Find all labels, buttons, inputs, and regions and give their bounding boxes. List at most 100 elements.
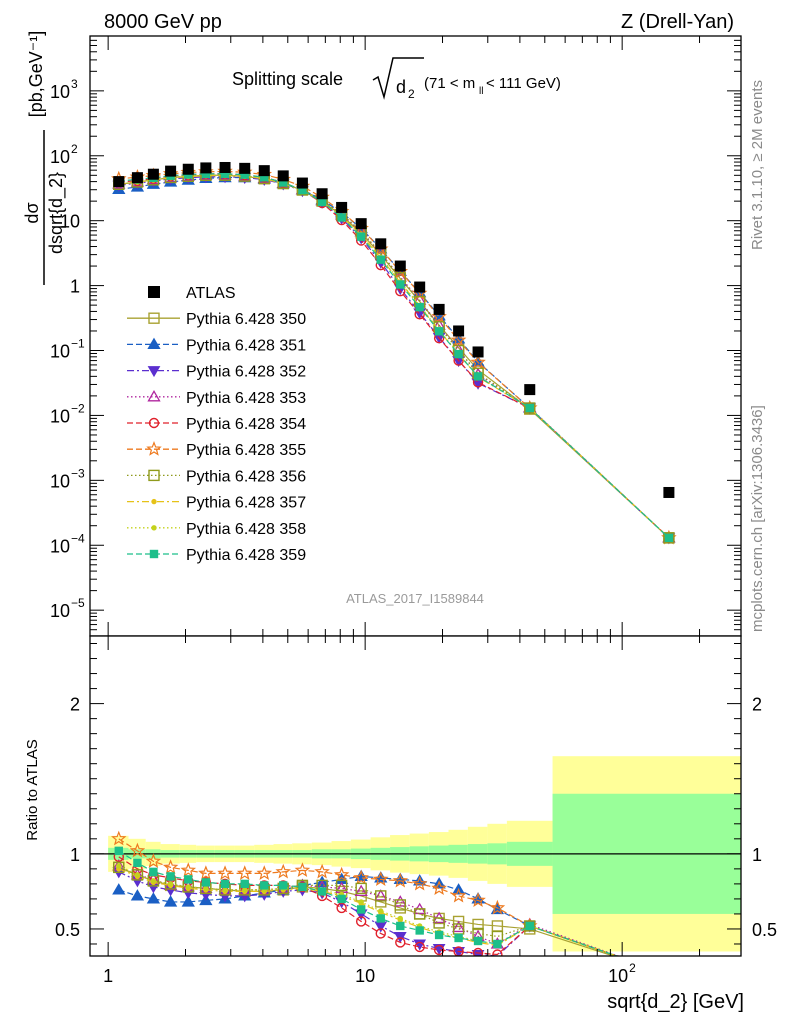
atlas-point <box>394 260 406 272</box>
svg-text:< 111 GeV): < 111 GeV) <box>486 75 561 92</box>
title-sub: 2 <box>408 87 415 101</box>
series-line-359 <box>118 173 670 539</box>
y-tick-label-exp: −2 <box>71 401 85 415</box>
atlas-point <box>336 201 348 213</box>
legend-atlas-label: ATLAS <box>186 285 236 302</box>
ratio-point-359 <box>317 887 327 896</box>
series-line-351 <box>118 176 670 539</box>
series-point-355 <box>450 332 467 347</box>
title-symbol: d <box>396 77 406 97</box>
svg-text:Splitting scale: Splitting scale <box>232 69 343 89</box>
y-tick-label: 10 <box>50 342 70 362</box>
ratio-line-354 <box>118 856 619 956</box>
atlas-point <box>296 177 308 189</box>
y-tick-label: 10 <box>50 471 70 491</box>
ratio-point-355 <box>256 865 273 880</box>
series-point-356 <box>663 532 675 544</box>
ratio-line-351 <box>118 875 619 956</box>
y-tick-label: 1 <box>70 277 80 297</box>
y-tick-label: 10 <box>50 147 70 167</box>
ratio-point-351 <box>146 892 161 904</box>
ratio-point-351 <box>413 874 427 886</box>
atlas-point <box>113 176 125 188</box>
ratio-axes: 0.5 0.51 12 21 10 10 2 <box>55 635 777 986</box>
series-point-359 <box>376 255 385 264</box>
legend-label-358: Pythia 6.428 358 <box>186 521 306 538</box>
y-tick-label: 10 <box>60 212 80 232</box>
ratio-point-356 <box>113 861 125 874</box>
legend-marker-359 <box>149 549 159 559</box>
y-tick-label: 10 <box>50 536 70 556</box>
ratio-point-355 <box>353 869 369 885</box>
ratio-point-355 <box>217 865 233 880</box>
ratio-point-354 <box>336 902 347 914</box>
x-tick-label-exp: 2 <box>629 961 636 975</box>
x-tick-label: 10 <box>355 966 375 986</box>
ratio-point-359 <box>356 905 366 914</box>
ratio-point-354 <box>395 937 406 948</box>
ratio-point-359 <box>337 894 346 904</box>
main-plot-area <box>90 36 741 636</box>
ratio-point-358 <box>150 878 157 884</box>
ratio-point-359 <box>201 878 211 887</box>
ratio-tick-label-right: 2 <box>752 695 762 715</box>
series-point-355 <box>470 354 486 370</box>
ratio-point-355 <box>198 865 214 880</box>
ratio-point-350 <box>472 918 484 931</box>
legend-marker-357 <box>151 498 157 505</box>
ratio-point-354 <box>492 949 503 956</box>
ratio-series <box>111 830 621 956</box>
series-point-356 <box>524 402 536 414</box>
ratio-point-358 <box>203 885 209 892</box>
ratio-point-359 <box>454 933 463 943</box>
y-tick-label-exp: −1 <box>71 337 85 351</box>
ratio-point-359 <box>493 939 502 949</box>
main-panel <box>90 36 741 636</box>
analysis-id: ATLAS_2017_I1589844 <box>346 591 484 606</box>
svg-text:d: d <box>396 77 406 97</box>
ratio-point-355 <box>333 866 350 882</box>
y-tick-label: 10 <box>50 406 70 426</box>
ratio-point-356 <box>394 899 406 911</box>
process-label: Z (Drell-Yan) <box>621 11 734 33</box>
series-point-359 <box>454 349 463 359</box>
ratio-point-359 <box>396 921 405 931</box>
ratio-point-355 <box>236 865 253 880</box>
x-tick-label: 1 <box>103 966 113 986</box>
ratio-tick-label: 0.5 <box>55 920 80 940</box>
ratio-point-355 <box>489 899 506 915</box>
ratio-point-356 <box>433 917 445 929</box>
ratio-point-358 <box>242 887 248 893</box>
ratio-point-358 <box>167 881 174 887</box>
atlas-point <box>663 486 675 498</box>
title-range-end: < 111 GeV) <box>486 75 561 92</box>
ratio-point-359 <box>240 879 249 889</box>
legend-marker-352 <box>147 366 161 378</box>
energy-label: 8000 GeV pp <box>104 11 222 33</box>
ratio-tick-label-right: 0.5 <box>752 920 777 940</box>
legend-marker-350 <box>148 312 160 324</box>
ratio-point-356 <box>375 890 387 902</box>
title-prefix: Splitting scale <box>232 69 343 89</box>
ratio-point-351 <box>112 883 126 895</box>
ratio-point-354 <box>433 944 445 956</box>
ratio-point-359 <box>434 930 444 940</box>
legend-label-359: Pythia 6.428 359 <box>186 547 306 564</box>
ratio-point-359 <box>298 882 307 892</box>
y-tick-label: 10 <box>50 82 70 102</box>
ratio-series-clip <box>111 830 621 956</box>
ratio-line-355 <box>118 838 619 956</box>
ratio-point-359 <box>149 867 158 877</box>
main-ylabel: dσ dsqrt{d_2} [pb,GeV⁻¹] <box>22 31 67 285</box>
atlas-point <box>277 170 289 182</box>
ratio-point-356 <box>355 882 367 895</box>
ratio-point-359 <box>415 926 424 935</box>
legend-label-354: Pythia 6.428 354 <box>186 416 306 433</box>
atlas-point <box>472 346 484 358</box>
ratio-point-358 <box>222 887 228 893</box>
legend-label-350: Pythia 6.428 350 <box>186 311 306 328</box>
ratio-point-358 <box>185 884 191 890</box>
series-point-359 <box>415 302 424 312</box>
atlas-point <box>131 172 143 184</box>
